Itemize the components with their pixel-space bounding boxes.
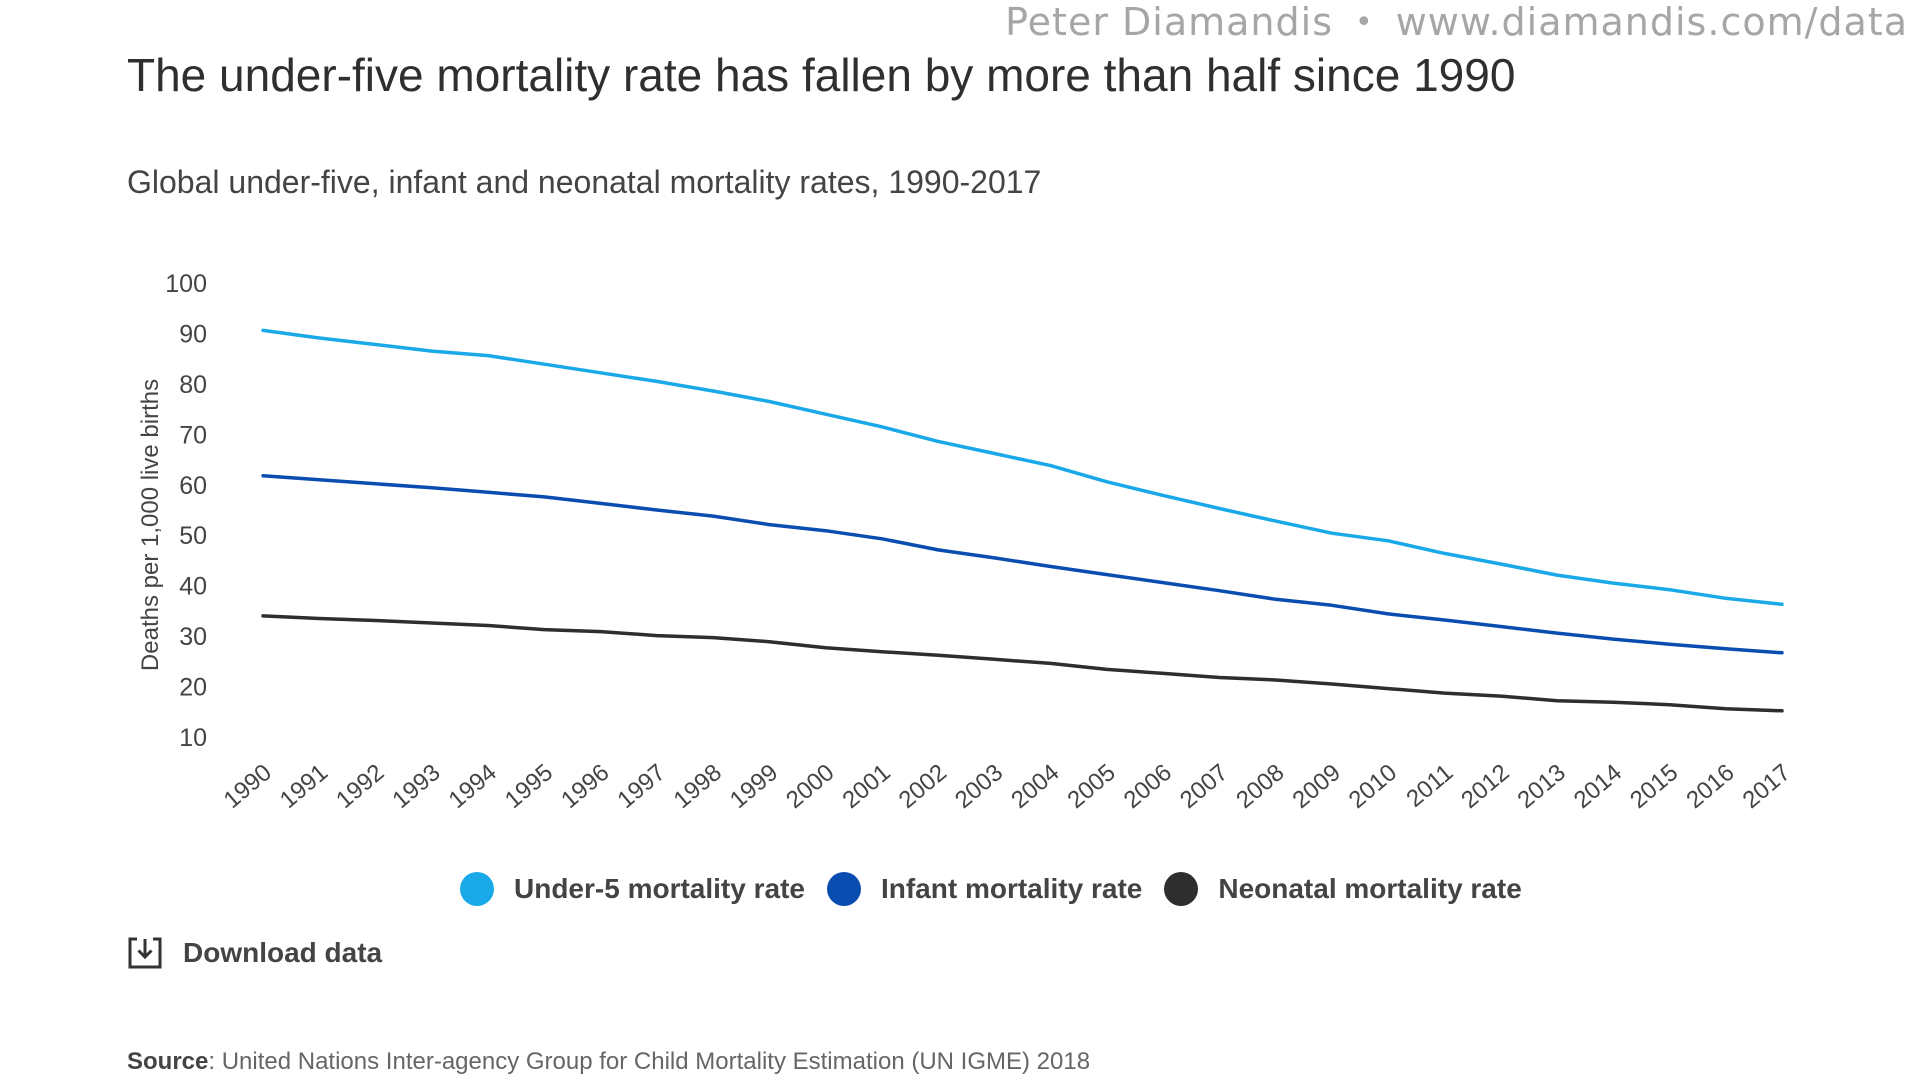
x-tick-label: 2006	[1119, 759, 1177, 814]
y-tick-label: 20	[179, 674, 207, 702]
series-line-under5	[261, 328, 1784, 607]
x-tick-label: 1996	[556, 759, 614, 814]
y-tick-label: 100	[165, 270, 207, 298]
download-data-button[interactable]: Download data	[127, 936, 382, 970]
x-tick-label: 2015	[1625, 759, 1683, 814]
x-tick-label: 2014	[1569, 759, 1627, 814]
download-data-label: Download data	[183, 937, 383, 968]
source-label: Source	[127, 1048, 209, 1075]
x-tick-label: 2007	[1175, 759, 1233, 814]
y-tick-label: 30	[179, 623, 207, 651]
legend-label: Under-5 mortality rate	[514, 873, 805, 904]
x-axis-ticks: 1990199119921993199419951996199719981999…	[219, 759, 1796, 814]
x-tick-label: 2016	[1681, 759, 1739, 814]
x-tick-label: 2010	[1344, 759, 1402, 814]
y-tick-label: 60	[179, 472, 207, 500]
x-tick-label: 2012	[1456, 759, 1514, 814]
watermark: Peter Diamandis • www.diamandis.com/data	[1005, 0, 1908, 44]
page-title: The under-five mortality rate has fallen…	[127, 49, 1516, 101]
y-axis-label: Deaths per 1,000 live births	[137, 379, 164, 671]
legend-item-neonatal[interactable]: Neonatal mortality rate	[1164, 872, 1522, 906]
y-tick-label: 40	[179, 573, 207, 601]
x-tick-label: 1992	[331, 759, 389, 814]
series-lines	[261, 328, 1784, 713]
y-axis-ticks: 100 90 80 70 60 50 40 30 20 10	[165, 270, 207, 752]
x-tick-label: 2003	[950, 759, 1008, 814]
legend-item-infant[interactable]: Infant mortality rate	[826, 872, 1143, 906]
x-tick-label: 2017	[1738, 759, 1796, 814]
x-tick-label: 2009	[1288, 759, 1346, 814]
legend-swatch	[460, 872, 494, 906]
x-tick-label: 1993	[387, 759, 445, 814]
chart-legend: Under-5 mortality rate Infant mortality r…	[460, 872, 1522, 906]
x-tick-label: 2002	[894, 759, 952, 814]
y-tick-label: 10	[179, 724, 207, 752]
x-tick-label: 1998	[669, 759, 727, 814]
legend-item-under5[interactable]: Under-5 mortality rate	[460, 872, 805, 906]
x-tick-label: 2001	[837, 759, 895, 814]
watermark-author: Peter Diamandis	[1005, 0, 1333, 44]
y-axis-label-group: Deaths per 1,000 live births	[137, 379, 164, 671]
x-tick-label: 1997	[612, 759, 670, 814]
series-line-infant	[261, 473, 1784, 655]
x-tick-label: 2011	[1401, 759, 1458, 813]
x-tick-label: 1995	[500, 759, 558, 814]
y-tick-label: 50	[179, 522, 207, 550]
y-tick-label: 90	[179, 320, 207, 348]
legend-swatch	[1164, 872, 1199, 906]
download-icon	[128, 937, 162, 969]
x-tick-label: 2000	[781, 759, 839, 814]
x-tick-label: 1990	[219, 759, 277, 814]
x-tick-label: 2008	[1231, 759, 1289, 814]
x-tick-label: 2013	[1513, 759, 1571, 814]
x-tick-label: 2005	[1062, 759, 1120, 814]
series-line-neonatal	[261, 614, 1784, 713]
source-text: : United Nations Inter-agency Group for …	[208, 1048, 1091, 1075]
x-tick-label: 2004	[1006, 759, 1064, 814]
x-tick-label: 1999	[725, 759, 783, 814]
source-note: Source: United Nations Inter-agency Grou…	[127, 1048, 1090, 1076]
legend-label: Infant mortality rate	[880, 873, 1143, 904]
y-tick-label: 70	[179, 421, 207, 449]
legend-swatch	[826, 872, 861, 906]
chart-subtitle: Global under-five, infant and neonatal m…	[127, 164, 1042, 200]
x-tick-label: 1991	[275, 759, 333, 814]
y-tick-label: 80	[179, 371, 207, 399]
line-chart: Deaths per 1,000 live births 100 90 80 70 60…	[137, 270, 1796, 814]
x-tick-label: 1994	[444, 759, 502, 814]
watermark-url: www.diamandis.com/data	[1395, 0, 1908, 44]
watermark-separator: •	[1355, 4, 1374, 40]
legend-label: Neonatal mortality rate	[1218, 873, 1522, 904]
